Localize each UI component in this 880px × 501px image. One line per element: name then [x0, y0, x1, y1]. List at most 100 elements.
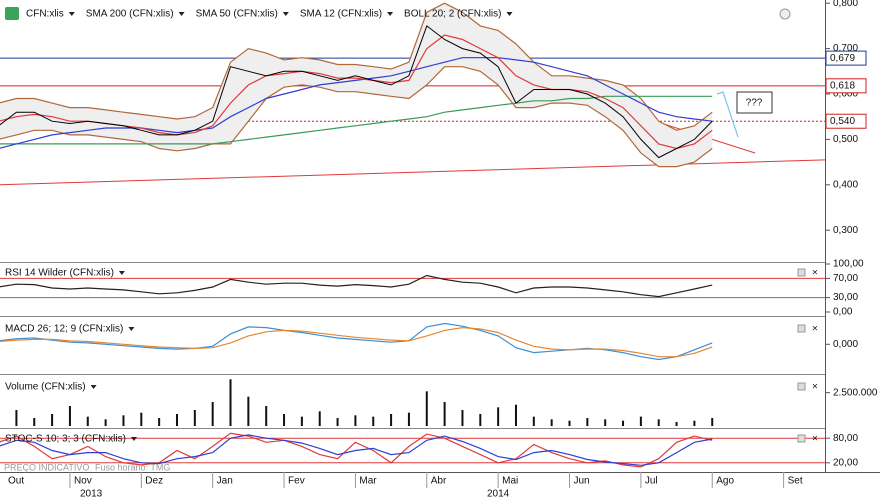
price-label-box — [825, 50, 867, 66]
x-tick-label: Dez — [145, 476, 163, 487]
price-label: 0,618 — [830, 80, 855, 91]
volume-bar — [639, 416, 642, 426]
bollinger-lower — [0, 66, 713, 168]
year-label: 2013 — [80, 489, 103, 500]
dropdown-arrow[interactable] — [118, 271, 125, 275]
panel-settings[interactable] — [797, 434, 806, 443]
moving-average — [0, 57, 713, 149]
volume-bar — [604, 419, 607, 426]
price-label: 0,679 — [830, 53, 855, 64]
volume-bar — [586, 418, 589, 426]
app-icon[interactable] — [5, 7, 19, 20]
legend-entry[interactable]: SMA 50 (CFN:xlis) — [196, 9, 278, 20]
x-tick-label: Out — [8, 476, 24, 487]
panel-close[interactable]: × — [812, 382, 818, 393]
x-tick-label: Ago — [716, 476, 734, 487]
panel-settings[interactable] — [797, 382, 806, 391]
legend-entry[interactable]: SMA 12 (CFN:xlis) — [300, 9, 382, 20]
y-tick-label: 80,00 — [833, 433, 858, 444]
volume-bar — [425, 391, 428, 426]
volume-bar — [104, 419, 107, 426]
x-tick-label: Jan — [217, 476, 233, 487]
panel-title: Volume (CFN:xlis) — [5, 382, 86, 393]
x-tick-label: Abr — [431, 476, 447, 487]
indicator-line — [0, 326, 713, 358]
legend-entry[interactable]: CFN:xlis — [26, 9, 64, 20]
footer-timezone: Fuso horário: TMG — [95, 462, 170, 472]
volume-bar — [265, 406, 268, 426]
y-tick-label: 0,800 — [833, 0, 858, 9]
volume-bar — [15, 410, 18, 426]
forecast-path — [716, 91, 739, 138]
panel-title: STOC-S 10; 3; 3 (CFN:xlis) — [5, 434, 126, 445]
settings-icon[interactable] — [779, 8, 791, 20]
volume-bar — [497, 407, 500, 426]
volume-bar — [711, 418, 714, 426]
volume-bar — [443, 402, 446, 426]
volume-bar — [122, 415, 125, 426]
volume-bar — [390, 414, 393, 426]
volume-bar — [193, 410, 196, 426]
y-tick-label: 100,00 — [833, 259, 864, 270]
volume-bar — [372, 416, 375, 426]
y-tick-label: 20,00 — [833, 457, 858, 468]
volume-bar — [693, 420, 696, 426]
volume-bar — [479, 414, 482, 426]
dropdown-arrow[interactable] — [90, 385, 97, 389]
y-tick-label: 70,00 — [833, 273, 858, 284]
y-tick-label: 0,500 — [833, 134, 858, 145]
annotation: ??? — [746, 98, 763, 109]
volume-bar — [657, 419, 660, 426]
x-tick-label: Jul — [645, 476, 658, 487]
volume-bar — [675, 422, 678, 426]
price-label-box — [825, 78, 867, 94]
dropdown-arrow[interactable] — [178, 12, 185, 16]
panel-close[interactable]: × — [812, 324, 818, 335]
dropdown-arrow[interactable] — [387, 12, 394, 16]
volume-bar — [51, 414, 54, 426]
volume-bar — [532, 416, 535, 426]
legend-entry[interactable]: BOLL 20; 2 (CFN:xlis) — [404, 9, 501, 20]
dropdown-arrow[interactable] — [128, 327, 135, 331]
panel-settings[interactable] — [797, 324, 806, 333]
volume-bar — [86, 416, 89, 426]
y-tick-label: 0,000 — [833, 339, 858, 350]
x-tick-label: Set — [788, 476, 803, 487]
volume-bar — [68, 406, 71, 426]
y-tick-label: 2.500.000 — [833, 387, 878, 398]
volume-bar — [283, 414, 286, 426]
panel-close[interactable]: × — [812, 434, 818, 445]
volume-bar — [336, 418, 339, 426]
volume-bar — [140, 412, 143, 426]
x-tick-label: Nov — [74, 476, 92, 487]
panel-settings[interactable] — [797, 268, 806, 277]
panel-close[interactable]: × — [812, 268, 818, 279]
y-tick-label: 0,400 — [833, 179, 858, 190]
moving-average — [0, 95, 713, 145]
y-tick-label: 0,300 — [833, 225, 858, 236]
panel-title: MACD 26; 12; 9 (CFN:xlis) — [5, 324, 123, 335]
annotation-box — [736, 91, 773, 114]
volume-bar — [354, 415, 357, 426]
dropdown-arrow[interactable] — [130, 437, 137, 441]
x-tick-label: Fev — [288, 476, 305, 487]
y-tick-label: 30,00 — [833, 292, 858, 303]
dropdown-arrow[interactable] — [68, 12, 75, 16]
dropdown-arrow[interactable] — [506, 12, 513, 16]
volume-bar — [461, 410, 464, 426]
volume-bar — [247, 396, 250, 426]
panel-title: RSI 14 Wilder (CFN:xlis) — [5, 268, 114, 279]
volume-bar — [514, 404, 517, 426]
legend-entry[interactable]: SMA 200 (CFN:xlis) — [86, 9, 174, 20]
indicator-line — [0, 434, 713, 466]
band-fill — [0, 3, 713, 167]
volume-bar — [318, 411, 321, 426]
indicator-line — [0, 432, 713, 468]
volume-bar — [229, 379, 232, 426]
x-tick-label: Jun — [574, 476, 590, 487]
volume-bar — [407, 412, 410, 426]
indicator-line — [0, 274, 713, 298]
dropdown-arrow[interactable] — [282, 12, 289, 16]
volume-bar — [33, 418, 36, 426]
